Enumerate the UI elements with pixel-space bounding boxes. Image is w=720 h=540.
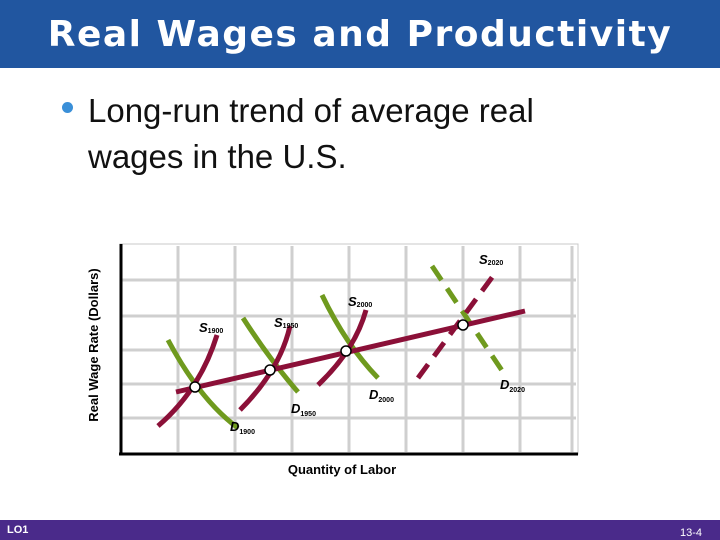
equilibrium-point-1950 bbox=[264, 364, 276, 376]
title-bar: Real Wages and Productivity bbox=[0, 0, 720, 68]
label-s1900: S1900 bbox=[199, 320, 223, 335]
equilibrium-point-2000 bbox=[340, 345, 352, 357]
label-d1950: D1950 bbox=[291, 401, 316, 418]
equilibrium-point-1900 bbox=[189, 381, 201, 393]
bullet-icon bbox=[62, 102, 73, 113]
supply-curve-2020 bbox=[415, 270, 499, 380]
label-s2020: S2020 bbox=[479, 252, 503, 267]
demand-curve-1900 bbox=[165, 338, 240, 431]
equilibrium-point-2020 bbox=[457, 319, 469, 331]
bullet-item: Long-run trend of average real wages in … bbox=[62, 88, 622, 180]
demand-curve-2020 bbox=[429, 264, 506, 374]
label-d2000: D2000 bbox=[369, 387, 394, 404]
label-d2020: D2020 bbox=[500, 377, 525, 394]
label-s2000: S2000 bbox=[348, 294, 372, 309]
demand-curve-2000 bbox=[319, 293, 380, 380]
bullet-text: Long-run trend of average real wages in … bbox=[88, 92, 534, 175]
slide-number: 13-4 bbox=[679, 527, 702, 539]
slide-title: Real Wages and Productivity bbox=[47, 13, 673, 55]
label-d1900: D1900 bbox=[230, 419, 255, 436]
y-axis-label: Real Wage Rate (Dollars) bbox=[86, 268, 101, 421]
footer-bar: LO1 13-4 bbox=[0, 520, 720, 540]
x-axis-label: Quantity of Labor bbox=[288, 462, 396, 477]
label-s1950: S1950 bbox=[274, 315, 298, 330]
learning-objective-label: LO1 bbox=[7, 524, 29, 536]
demand-curve-1950 bbox=[240, 316, 300, 394]
